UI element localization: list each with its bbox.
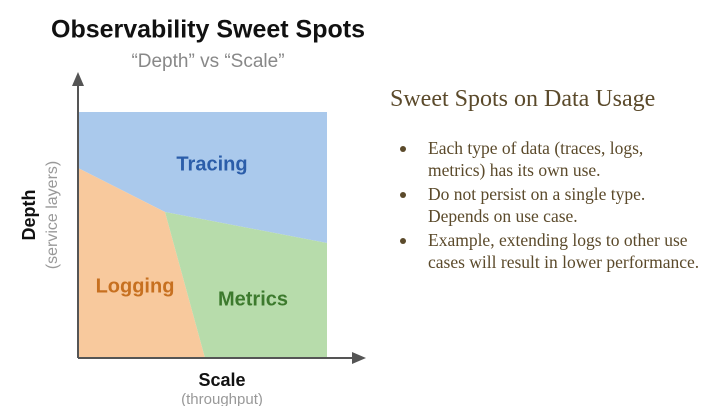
x-axis-sublabel: (throughput) (181, 391, 263, 406)
tracing-region (78, 112, 327, 243)
bullet: Example, extending logs to other use cas… (400, 230, 700, 272)
y-axis-sublabel: (service layers) (44, 161, 61, 269)
bullet: Do not persist on a single type. Depends… (400, 183, 700, 227)
region-label: Tracing (176, 153, 247, 175)
bullet-list: Each type of data (traces, logs, metrics… (390, 137, 710, 273)
bullet: Each type of data (traces, logs, metrics… (400, 137, 700, 181)
region-label: Logging (96, 275, 175, 297)
y-arrow (72, 72, 84, 86)
logging-region (78, 168, 205, 358)
diagram-subtitle: “Depth” vs “Scale” (131, 51, 284, 72)
region-label: Metrics (218, 288, 288, 310)
x-arrow (352, 352, 366, 364)
text-panel: Sweet Spots on Data Usage Each type of d… (390, 86, 710, 275)
panel-title: Sweet Spots on Data Usage (390, 86, 656, 112)
y-axis-label: Depth (19, 190, 39, 241)
x-axis-label: Scale (198, 370, 245, 390)
metrics-region (165, 212, 327, 358)
diagram-title: Observability Sweet Spots (51, 16, 365, 44)
diagram: Observability Sweet Spots “Depth” vs “Sc… (19, 16, 366, 406)
